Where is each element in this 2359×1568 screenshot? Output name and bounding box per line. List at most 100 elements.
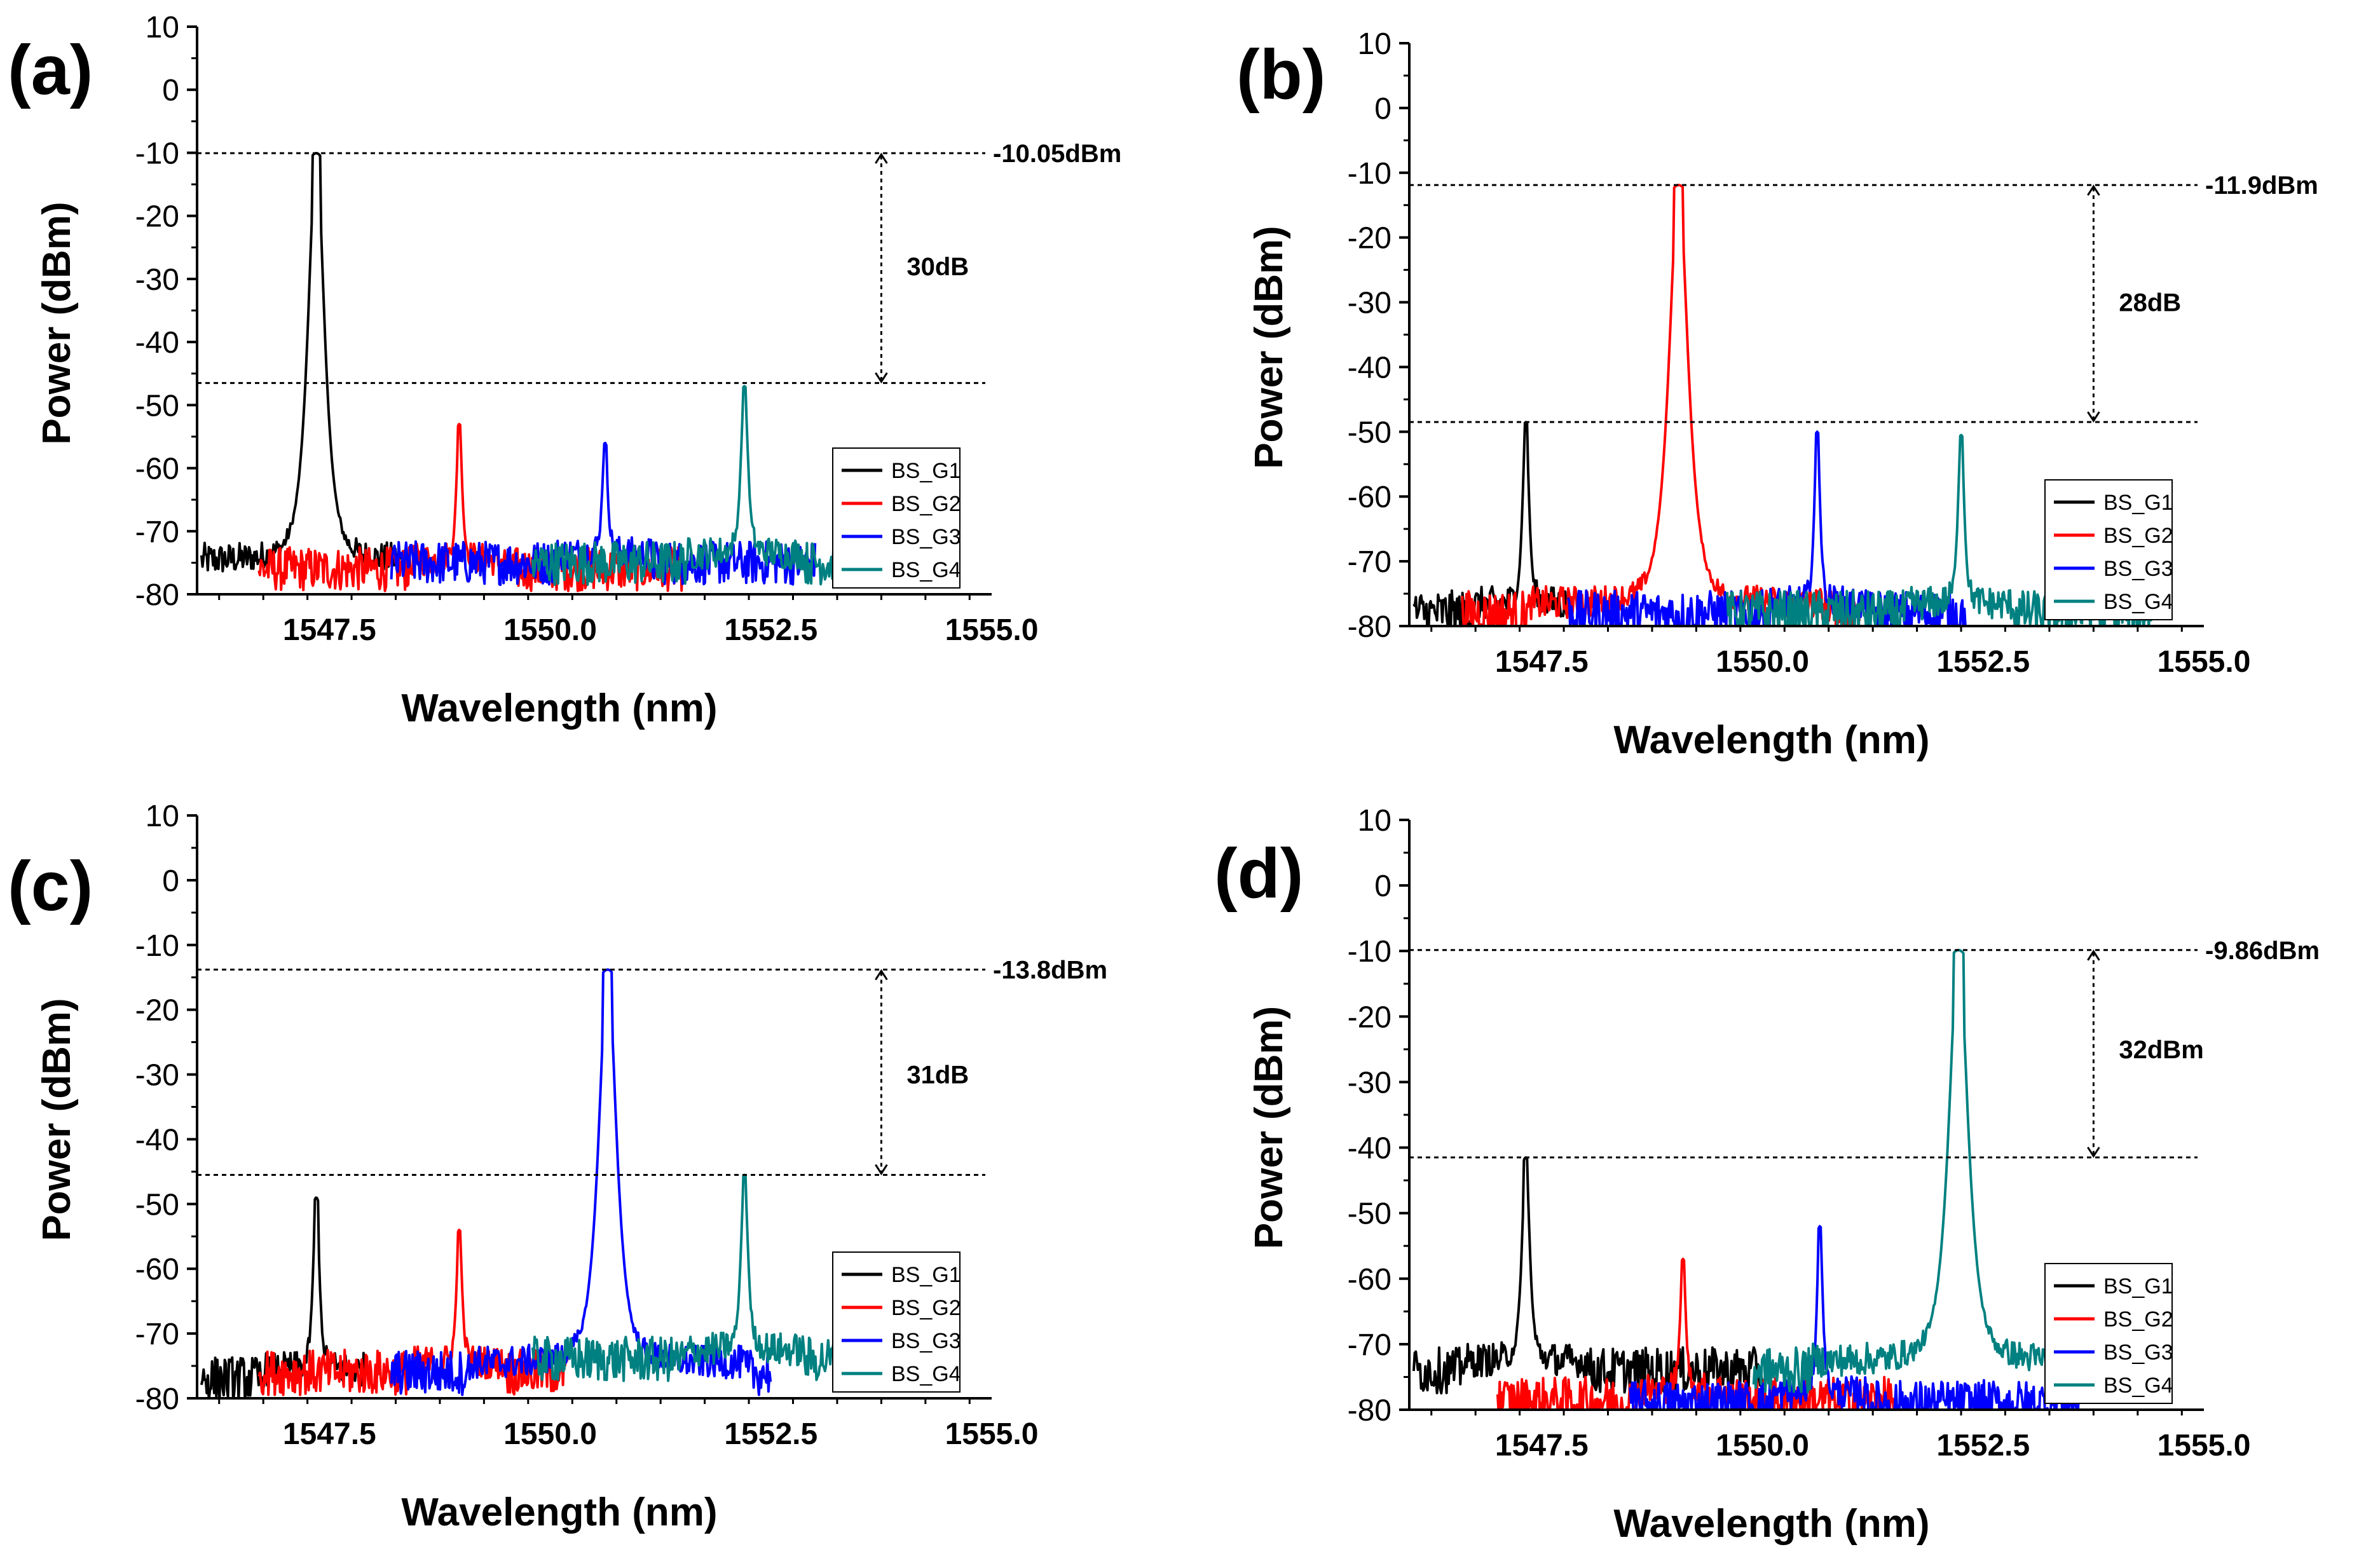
arrowhead-down-icon	[875, 372, 888, 384]
y-tick-label: -10	[1348, 935, 1391, 969]
legend-label: BS_G1	[2103, 491, 2173, 515]
y-tick-label: -30	[1348, 287, 1391, 320]
y-tick-label: 0	[1374, 92, 1391, 126]
y-tick-label: 0	[1374, 869, 1391, 903]
legend-label: BS_G3	[891, 525, 961, 549]
y-tick-label: -10	[135, 929, 179, 963]
legend-label: BS_G4	[2103, 1374, 2173, 1398]
y-tick-label: -20	[1348, 1000, 1391, 1034]
arrowhead-down-icon	[2087, 1147, 2100, 1158]
series-line-bs-g3	[390, 442, 817, 586]
y-tick-label: -10	[135, 137, 179, 170]
traces	[200, 152, 931, 592]
legend-label: BS_G1	[2103, 1274, 2173, 1299]
x-tick-label: 1555.0	[2157, 645, 2251, 679]
arrowhead-down-icon	[2087, 411, 2100, 423]
x-axis-title: Wavelength (nm)	[1613, 1502, 1929, 1546]
x-tick-label: 1555.0	[2157, 1429, 2251, 1462]
x-tick-label: 1550.0	[1716, 1429, 1809, 1462]
arrowhead-up-icon	[2087, 950, 2100, 961]
legend-label: BS_G1	[891, 1263, 961, 1287]
dynamic-range-label: 30dB	[906, 253, 969, 281]
y-tick-label: -70	[135, 515, 179, 549]
y-axis-title: Power (dBm)	[1247, 226, 1291, 468]
series-line-bs-g1	[200, 152, 409, 575]
x-axis-title: Wavelength (nm)	[401, 1490, 717, 1534]
y-axis-title: Power (dBm)	[1247, 1006, 1291, 1249]
y-tick-label: -20	[1348, 222, 1391, 256]
x-tick-label: 1550.0	[503, 613, 597, 647]
peak-power-label: -13.8dBm	[993, 956, 1107, 984]
y-tick-label: -80	[135, 1382, 179, 1416]
panel-label: (d)	[1214, 835, 1303, 913]
panel-label: (b)	[1236, 36, 1325, 114]
legend-label: BS_G3	[891, 1329, 961, 1353]
x-tick-label: 1552.5	[724, 613, 817, 647]
legend: BS_G1 BS_G2 BS_G3 BS_G4	[2044, 1263, 2173, 1404]
arrowhead-up-icon	[875, 969, 888, 981]
legend: BS_G1 BS_G2 BS_G3 BS_G4	[832, 447, 961, 589]
y-tick-label: 10	[146, 800, 179, 833]
legend-label: BS_G2	[2103, 524, 2173, 548]
y-tick-label: -70	[135, 1318, 179, 1351]
legend-label: BS_G3	[2103, 557, 2173, 581]
y-tick-label: -70	[1348, 1328, 1391, 1362]
series-line-bs-g3	[1629, 1225, 2082, 1410]
peak-power-label: -11.9dBm	[2205, 172, 2318, 200]
x-axis-title: Wavelength (nm)	[401, 686, 717, 730]
panel-label: (c)	[8, 847, 93, 925]
series-line-bs-g2	[257, 423, 684, 592]
traces	[1412, 948, 2108, 1410]
arrowhead-up-icon	[875, 153, 888, 164]
x-tick-label: 1552.5	[1936, 1429, 2030, 1462]
legend-label: BS_G4	[2103, 590, 2173, 614]
legend-label: BS_G2	[2103, 1307, 2173, 1332]
peak-power-label: -10.05dBm	[993, 140, 1121, 168]
y-tick-label: -40	[135, 326, 179, 360]
peak-power-label: -9.86dBm	[2205, 937, 2320, 965]
y-axis-title: Power (dBm)	[35, 201, 79, 444]
legend: BS_G1 BS_G2 BS_G3 BS_G4	[832, 1251, 961, 1393]
y-tick-label: 10	[146, 11, 179, 44]
panel-1: (a) -10.05dBm 30dB 10 0 -10 -20 -30 -40 -50 -60 -70…	[8, 11, 1121, 730]
x-tick-label: 1555.0	[945, 613, 1039, 647]
y-tick-label: -60	[135, 453, 179, 486]
y-axis-title: Power (dBm)	[35, 998, 79, 1241]
y-tick-label: -60	[1348, 1263, 1391, 1297]
legend-label: BS_G1	[891, 459, 961, 483]
y-tick-label: -30	[135, 263, 179, 297]
y-tick-label: -50	[135, 1188, 179, 1222]
panel-3: (c) -13.8dBm 31dB 10 0 -10 -20 -30 -40 -50 -60 -70 -…	[8, 800, 1107, 1534]
arrowhead-down-icon	[875, 1164, 888, 1176]
y-tick-label: -80	[1348, 1394, 1391, 1428]
legend-label: BS_G3	[2103, 1340, 2173, 1365]
dynamic-range-label: 28dB	[2119, 289, 2181, 317]
y-tick-label: -20	[135, 200, 179, 234]
series-line-bs-g3	[390, 968, 772, 1396]
y-tick-label: -50	[1348, 1197, 1391, 1231]
arrowhead-up-icon	[2087, 184, 2100, 196]
y-tick-label: -10	[1348, 157, 1391, 191]
legend-label: BS_G4	[891, 1362, 961, 1386]
panel-2: (b) -11.9dBm 28dB 10 0 -10 -20 -30 -40 -50 -60 -70 -…	[1236, 27, 2318, 762]
dynamic-range-label: 31dB	[906, 1061, 969, 1089]
y-tick-label: -40	[135, 1123, 179, 1157]
y-tick-label: -80	[135, 578, 179, 612]
y-tick-label: 0	[162, 864, 179, 898]
y-tick-label: 10	[1358, 27, 1391, 61]
y-tick-label: -50	[135, 389, 179, 423]
series-line-bs-g2	[1461, 184, 1861, 626]
y-tick-label: 0	[162, 74, 179, 107]
y-tick-label: -60	[135, 1253, 179, 1286]
legend-label: BS_G4	[891, 558, 961, 582]
traces	[200, 968, 931, 1398]
y-tick-label: -50	[1348, 416, 1391, 449]
y-tick-label: -30	[1348, 1066, 1391, 1100]
y-tick-label: -80	[1348, 610, 1391, 644]
panel-4: (d) -9.86dBm 32dBm 10 0 -10 -20 -30 -40 -50 -60 -70…	[1214, 804, 2320, 1546]
x-tick-label: 1550.0	[1716, 645, 1809, 679]
y-tick-label: -40	[1348, 351, 1391, 385]
x-tick-label: 1552.5	[724, 1417, 817, 1451]
y-tick-label: -40	[1348, 1132, 1391, 1166]
